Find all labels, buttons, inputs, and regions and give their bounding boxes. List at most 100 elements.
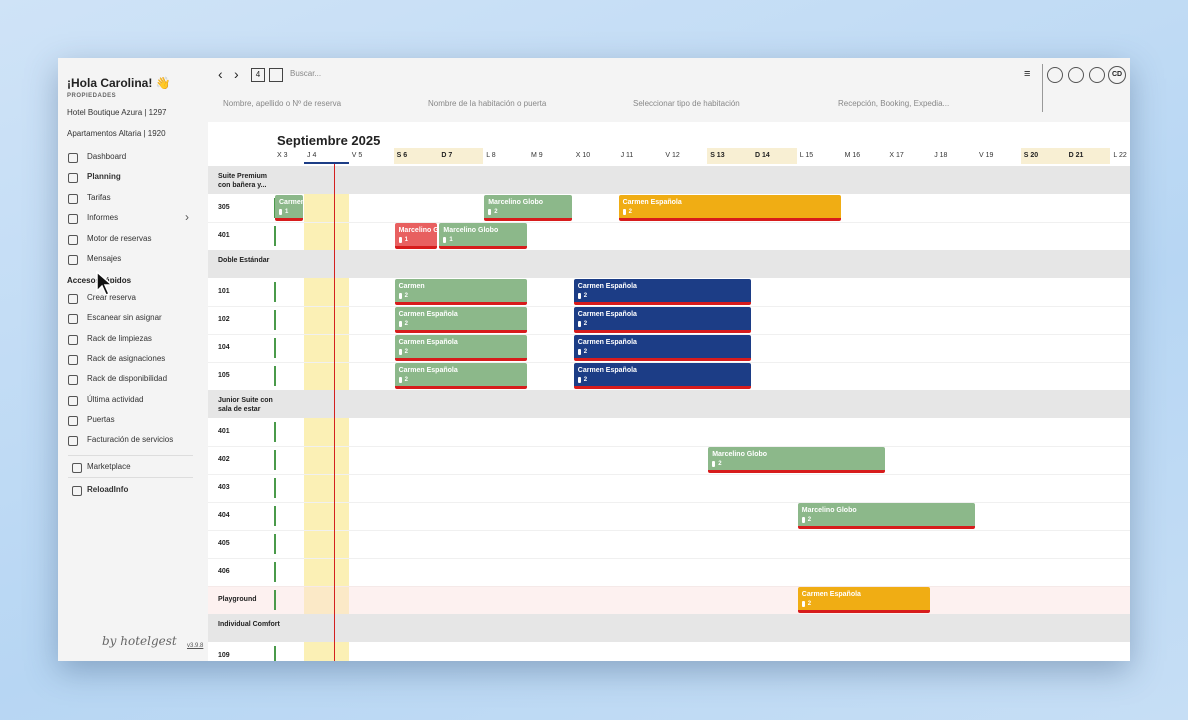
room-row xyxy=(208,474,1130,503)
quick-item[interactable]: Facturación de servicios xyxy=(87,435,174,445)
weekend-header xyxy=(707,148,752,164)
guest-count: 2 xyxy=(404,349,408,355)
quick-item[interactable]: Escanear sin asignar xyxy=(87,313,162,323)
day-label: V 12 xyxy=(665,152,680,159)
status-bar xyxy=(274,478,276,498)
nav-item[interactable]: Dashboard xyxy=(87,152,127,161)
booking[interactable]: Carmen Española 2 xyxy=(618,195,841,221)
day-label: X 3 xyxy=(277,152,288,159)
quick-item[interactable]: Rack de asignaciones xyxy=(87,353,166,363)
booking[interactable]: Carmen Española 2 xyxy=(394,363,527,389)
extra-item[interactable]: ReloadInfo xyxy=(87,485,129,494)
nav-icon xyxy=(68,173,78,184)
guest-count: 2 xyxy=(628,209,632,215)
guest-icon xyxy=(398,237,402,243)
filter[interactable]: Nombre de la habitación o puerta xyxy=(428,99,547,108)
version: v3.9.8 xyxy=(187,643,204,649)
booking[interactable]: Marcelino Globo 2 xyxy=(797,503,975,529)
quick-item[interactable]: Rack de limpiezas xyxy=(87,333,152,343)
guest-name: Carmen xyxy=(398,283,425,290)
guest-icon xyxy=(398,293,402,299)
guest-name: Carmen Española xyxy=(577,367,637,374)
guest-icon xyxy=(801,517,805,523)
nav-icon xyxy=(68,193,78,204)
guest-count: 2 xyxy=(807,517,812,523)
room-label: 402 xyxy=(218,456,230,463)
nav-item[interactable]: Tarifas xyxy=(87,192,111,202)
nav-item[interactable]: Informes xyxy=(87,213,119,223)
nav-icon xyxy=(68,294,78,304)
filter[interactable]: Recepción, Booking, Expedia... xyxy=(838,99,950,108)
filter[interactable]: Seleccionar tipo de habitación xyxy=(633,99,740,108)
nav-icon xyxy=(68,314,78,325)
guest-name: Carmen Española xyxy=(398,339,458,346)
quick-item[interactable]: Rack de disponibilidad xyxy=(87,374,168,384)
guest-name: Marcelino Globo xyxy=(712,451,768,458)
status-bar xyxy=(274,226,276,246)
quick-item[interactable]: Última actividad xyxy=(87,394,144,404)
extra-item[interactable]: Marketplace xyxy=(87,462,131,471)
prev-arrow[interactable]: ‹ xyxy=(218,66,223,82)
separator xyxy=(68,455,193,456)
filter[interactable]: Nombre, apellido o Nº de reserva xyxy=(223,99,342,108)
date-icon[interactable]: 4 xyxy=(251,68,265,82)
booking[interactable]: Marcelino Globo 1 xyxy=(439,223,527,249)
group-label: Doble Estándar xyxy=(218,257,270,264)
round-button[interactable] xyxy=(1089,67,1105,83)
property[interactable]: Apartamentos Altaria | 1920 xyxy=(67,129,166,138)
guest-icon xyxy=(398,321,402,327)
guest-name: Carmen xyxy=(279,199,303,206)
room-label: 305 xyxy=(218,204,230,211)
day-label: D 7 xyxy=(441,152,453,159)
month-title: Septiembre 2025 xyxy=(277,133,381,148)
day-label: L 22 xyxy=(1113,152,1127,159)
day-label: L 15 xyxy=(799,152,814,159)
guest-name: Carmen Española xyxy=(398,311,458,318)
search-input[interactable]: Buscar... xyxy=(290,69,322,78)
status-bar xyxy=(274,338,276,358)
guest-count: 2 xyxy=(807,601,812,607)
group-row xyxy=(208,614,1130,642)
filter-icon[interactable]: ≡ xyxy=(1024,68,1031,80)
guest-icon xyxy=(577,321,581,327)
booking[interactable]: Carmen Española 2 xyxy=(797,587,931,613)
day-label: S 6 xyxy=(396,152,408,159)
booking[interactable]: Marcelino Globo 2 xyxy=(708,447,886,473)
guest-icon xyxy=(398,377,402,383)
booking[interactable]: Marcelino Globo 2 xyxy=(484,195,572,221)
properties-label: PROPIEDADES xyxy=(67,93,117,99)
booking[interactable]: Carmen Española 2 xyxy=(573,363,751,389)
day-label: S 20 xyxy=(1023,152,1039,159)
avatar[interactable]: CD xyxy=(1108,66,1126,84)
nav-item[interactable]: Planning xyxy=(87,172,121,182)
guest-icon xyxy=(398,349,402,355)
quick-item[interactable]: Puertas xyxy=(87,414,115,424)
property[interactable]: Hotel Boutique Azura | 1297 xyxy=(67,108,167,117)
booking[interactable]: Carmen 1 xyxy=(275,195,303,221)
booking[interactable]: Marcelino Globo 1 xyxy=(394,223,438,249)
quick-item[interactable]: Crear reserva xyxy=(87,293,136,302)
status-bar xyxy=(274,450,276,470)
search-icon[interactable] xyxy=(269,68,283,82)
nav-item[interactable]: Motor de reservas xyxy=(87,233,152,243)
booking[interactable]: Carmen Española 2 xyxy=(573,279,751,305)
booking[interactable]: Carmen 2 xyxy=(394,279,527,305)
booking[interactable]: Carmen Española 2 xyxy=(394,335,527,361)
round-button[interactable] xyxy=(1047,67,1063,83)
booking[interactable]: Carmen Española 2 xyxy=(573,307,751,333)
room-label: 104 xyxy=(218,344,230,351)
status-bar xyxy=(274,506,276,526)
guest-icon xyxy=(279,209,282,215)
greeting: ¡Hola Carolina! 👋 xyxy=(67,76,171,90)
day-label: V 5 xyxy=(351,152,363,159)
weekend-header xyxy=(752,148,797,164)
guest-name: Carmen Española xyxy=(577,283,637,290)
next-arrow[interactable]: › xyxy=(234,66,239,82)
round-button[interactable] xyxy=(1068,67,1084,83)
room-row xyxy=(208,278,1130,307)
mouse-cursor xyxy=(96,270,115,296)
nav-item[interactable]: Mensajes xyxy=(87,254,122,263)
booking[interactable]: Carmen Española 2 xyxy=(394,307,527,333)
group-row xyxy=(208,390,1130,418)
booking[interactable]: Carmen Española 2 xyxy=(573,335,751,361)
